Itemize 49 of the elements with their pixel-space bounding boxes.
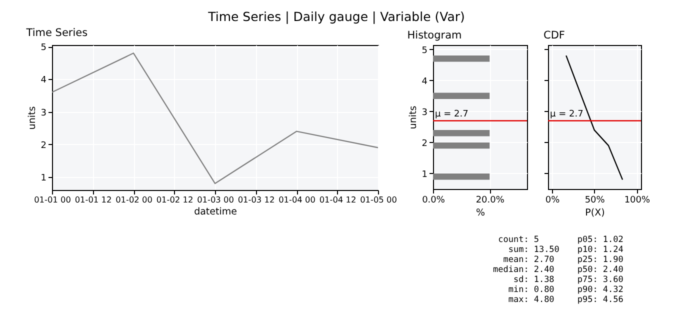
x-tick-label: 01-02 00 [116,194,152,204]
y-axis-title: units [26,106,38,130]
text: p90: 4.32 [577,285,624,295]
text: Time Series | Daily gauge | Variable (Var) [207,9,466,24]
x-tick-label: 01-03 00 [197,194,234,204]
y-tick-label: 2 [40,140,46,151]
x-axis-title: datetime [194,206,238,218]
x-tick-label: 01-04 00 [278,194,316,204]
x-tick-label: 01-04 12 [319,194,356,204]
x-tick-label: 0% [545,196,560,206]
chart-title: Histogram [407,30,462,42]
y-tick-label: 1 [40,173,46,184]
x-tick-label: 20.0% [476,196,505,206]
text: p50: 2.40 [577,265,624,275]
y-tick-label: 5 [422,46,428,56]
y-axis-title: units [408,106,419,130]
x-tick-label: 50% [584,196,606,206]
y-tick-label: 2 [422,138,428,149]
text: p10: 1.24 [577,245,624,255]
text: min: 0.80 [507,285,556,295]
x-tick-label: 01-01 12 [74,194,112,204]
text: sd: 1.38 [512,275,556,285]
x-tick-label: 100% [624,196,650,206]
text: p05: 1.02 [577,235,624,245]
text: median: 2.40 [493,265,556,275]
y-tick-label: 3 [40,108,46,118]
y-tick-label: 1 [422,170,428,180]
x-tick-label: 01-02 12 [156,194,194,204]
text: count: 5 [497,235,540,245]
text: sum: 13.50 [507,245,560,255]
text: max: 4.80 [507,295,556,305]
x-tick-label: 01-05 00 [360,194,397,204]
x-axis-title: % [476,208,486,218]
x-axis-title: P(X) [585,208,605,218]
text: p95: 4.56 [577,295,624,305]
y-tick-label: 4 [422,76,428,87]
y-tick-label: 4 [40,76,47,86]
x-tick-label: 01-03 12 [238,194,275,204]
text: p25: 1.90 [577,255,624,265]
text: mean: 2.70 [502,255,556,265]
x-tick-label: 01-01 00 [34,194,71,204]
ref-line-label: μ = 2.7 [550,110,584,120]
y-tick-label: 3 [422,108,428,118]
text: p75: 3.60 [577,275,624,285]
x-tick-label: 0.0% [422,196,446,206]
y-tick-label: 5 [40,43,46,54]
chart-title: CDF [544,30,565,42]
ref-line-label: μ = 2.7 [435,110,468,120]
chart-title: Time Series [25,27,88,40]
